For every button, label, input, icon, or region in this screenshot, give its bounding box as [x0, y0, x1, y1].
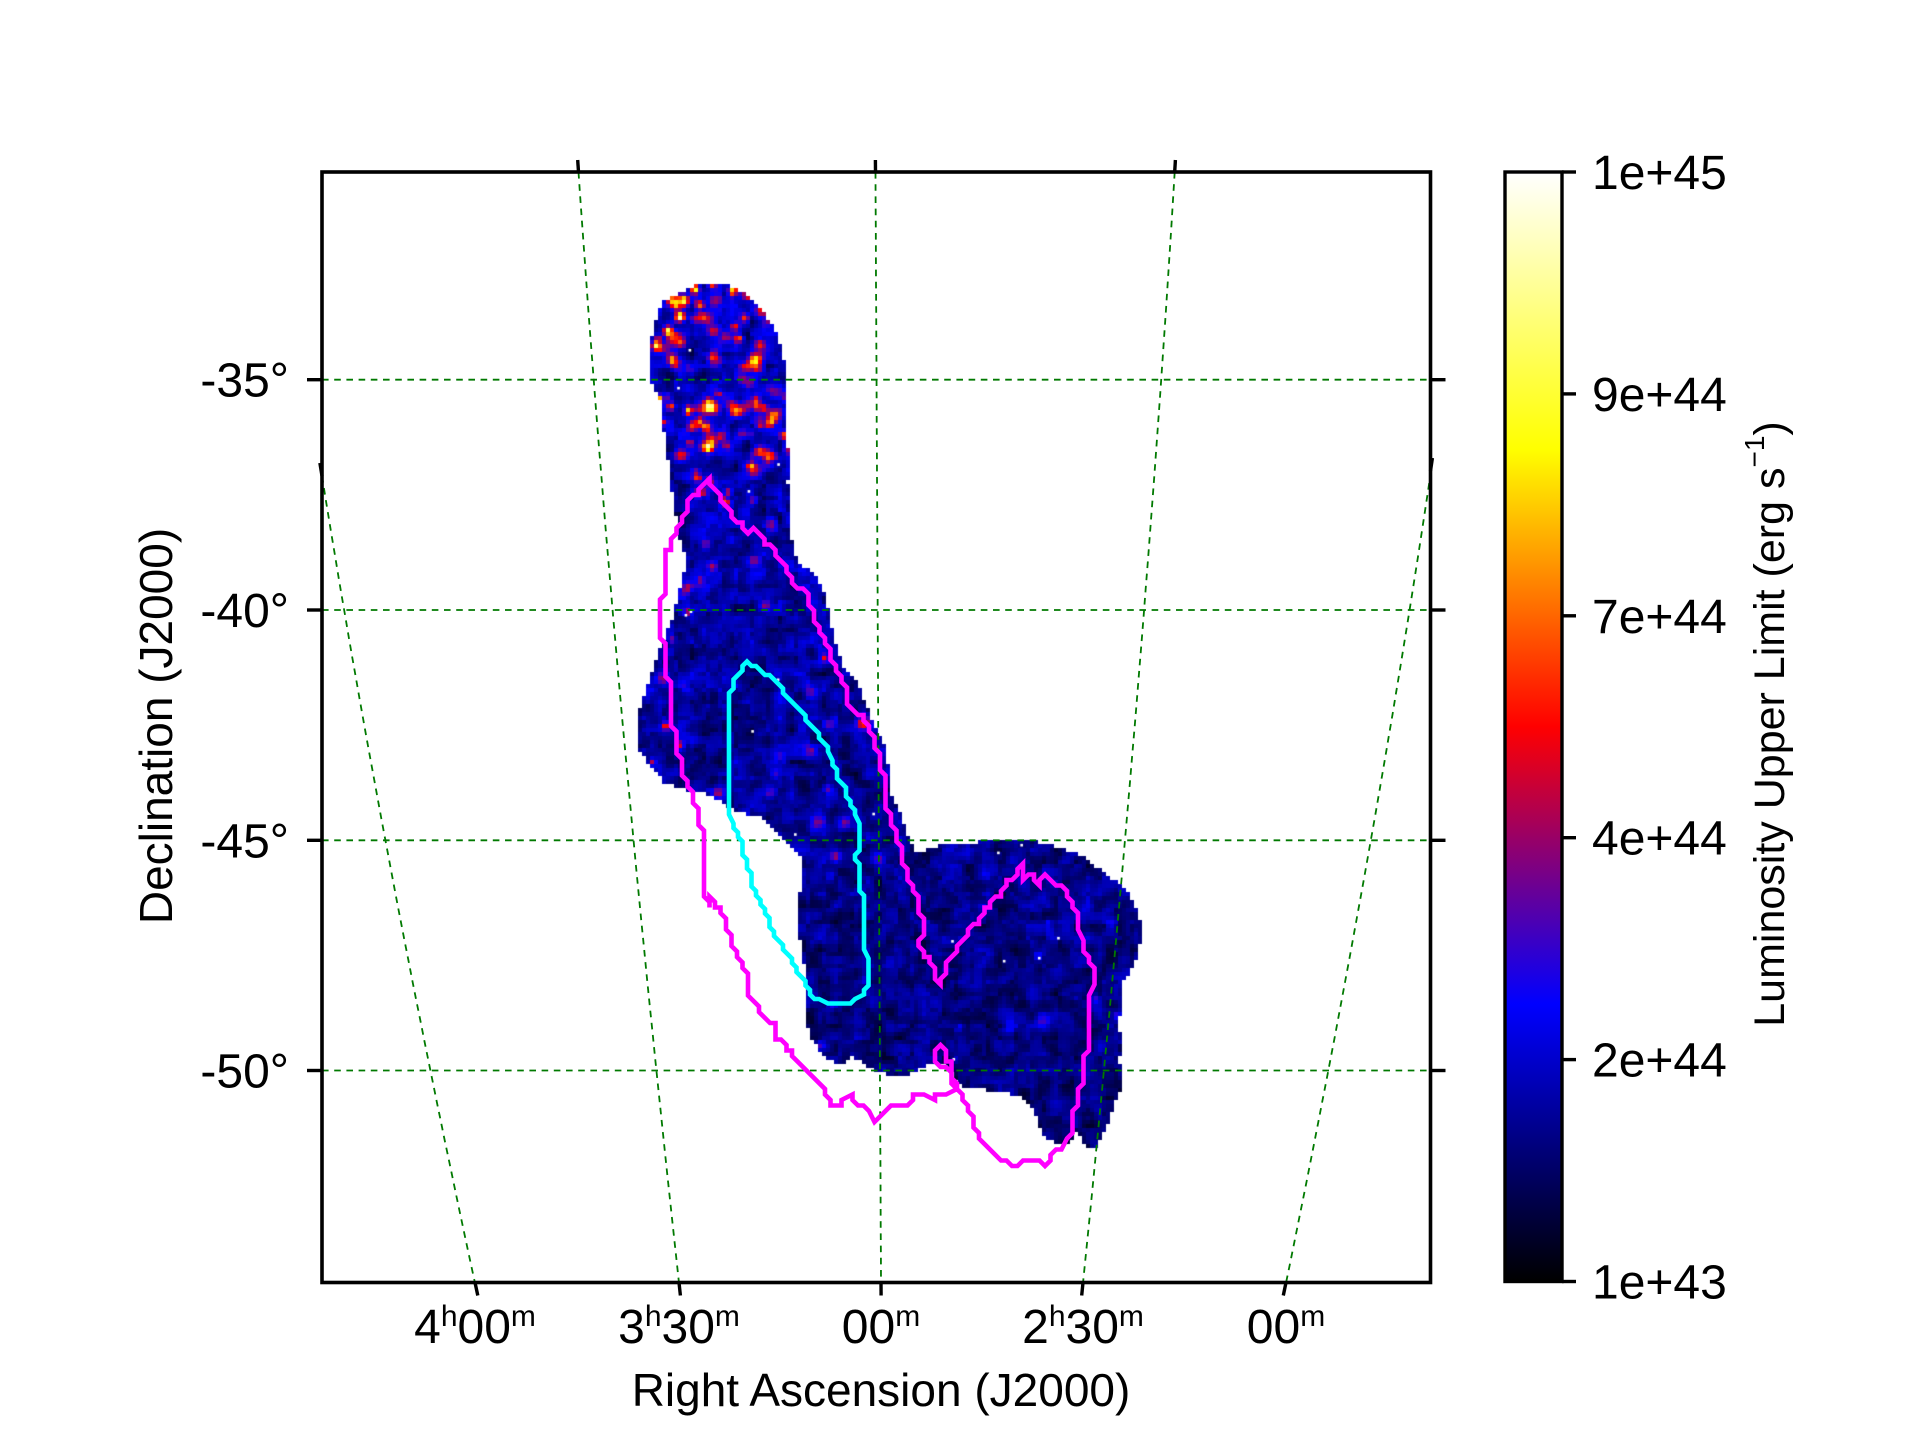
- svg-text:4e+44: 4e+44: [1592, 813, 1727, 866]
- svg-text:-50°: -50°: [200, 1046, 289, 1099]
- svg-text:1e+45: 1e+45: [1592, 147, 1727, 200]
- svg-text:1e+43: 1e+43: [1592, 1257, 1727, 1310]
- svg-text:3h30m: 3h30m: [618, 1300, 740, 1354]
- svg-text:-40°: -40°: [200, 585, 289, 638]
- svg-text:7e+44: 7e+44: [1592, 591, 1727, 644]
- svg-text:-45°: -45°: [200, 815, 289, 868]
- svg-text:2h30m: 2h30m: [1022, 1300, 1144, 1354]
- svg-text:-35°: -35°: [200, 355, 289, 408]
- svg-text:Declination (J2000): Declination (J2000): [130, 528, 182, 924]
- svg-text:00m: 00m: [1247, 1300, 1325, 1354]
- svg-text:2e+44: 2e+44: [1592, 1035, 1727, 1088]
- svg-text:9e+44: 9e+44: [1592, 369, 1727, 422]
- svg-text:Luminosity Upper Limit (erg s−: Luminosity Upper Limit (erg s−1): [1739, 421, 1794, 1026]
- svg-text:Right Ascension (J2000): Right Ascension (J2000): [632, 1364, 1131, 1416]
- svg-text:00m: 00m: [842, 1300, 920, 1354]
- svg-text:4h00m: 4h00m: [414, 1300, 536, 1354]
